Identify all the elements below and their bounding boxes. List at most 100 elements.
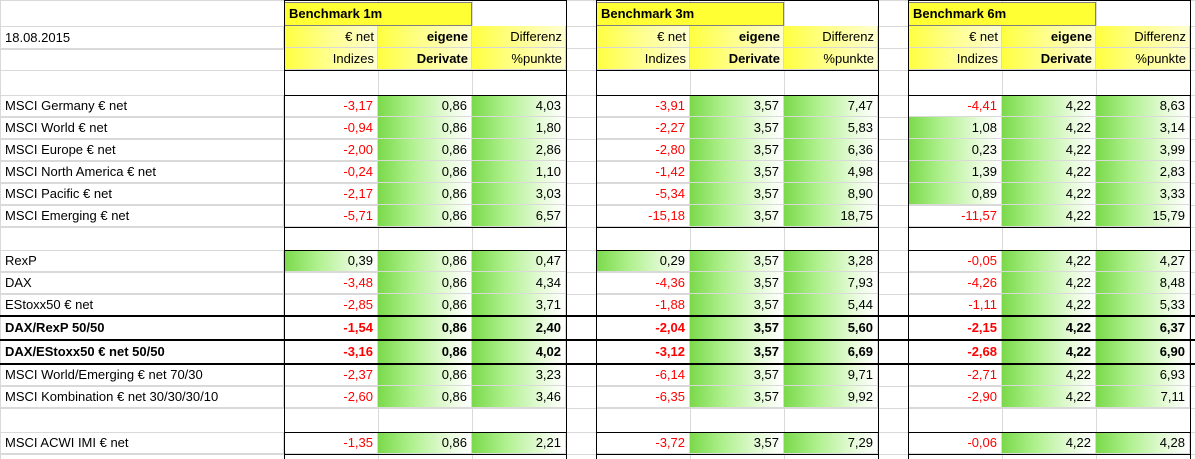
net-index-value[interactable]: -3,72 [596,432,690,454]
derivate-value[interactable]: 4,22 [1002,340,1096,364]
derivate-value[interactable]: 0,86 [378,205,472,227]
row-label[interactable]: EStoxx50 € net [0,294,284,316]
benchmark-header-2[interactable]: Benchmark 3m [596,2,784,26]
difference-value[interactable]: 4,02 [472,340,566,364]
derivate-value[interactable]: 4,22 [1002,294,1096,316]
derivate-value[interactable]: 3,57 [690,161,784,183]
derivate-value[interactable]: 0,86 [378,161,472,183]
derivate-value[interactable]: 0,86 [378,272,472,294]
difference-value[interactable]: 1,10 [472,161,566,183]
difference-value[interactable]: 7,29 [784,432,878,454]
net-header-line1-2[interactable]: € net [596,26,690,48]
net-index-value[interactable]: -0,24 [284,161,378,183]
derivate-value[interactable]: 4,22 [1002,432,1096,454]
difference-value[interactable]: 3,28 [784,250,878,272]
difference-value[interactable]: 9,71 [784,364,878,386]
net-index-value[interactable]: -0,05 [908,250,1002,272]
derivate-value[interactable]: 0,86 [378,117,472,139]
derivate-value[interactable]: 0,86 [378,139,472,161]
difference-value[interactable]: 2,21 [472,432,566,454]
row-label[interactable]: RexP [0,250,284,272]
net-index-value[interactable]: 1,39 [908,161,1002,183]
difference-value[interactable]: 9,92 [784,386,878,408]
difference-value[interactable]: 6,69 [784,340,878,364]
difference-value[interactable]: 6,37 [1096,316,1190,340]
difference-value[interactable]: 8,63 [1096,95,1190,117]
row-label[interactable]: MSCI Pacific € net [0,183,284,205]
diff-header-line2-3[interactable]: %punkte [1096,48,1190,70]
derivate-value[interactable]: 4,22 [1002,183,1096,205]
row-label[interactable]: MSCI ACWI IMI € net [0,432,284,454]
row-label[interactable]: MSCI World € net [0,117,284,139]
row-label[interactable]: MSCI Emerging € net [0,205,284,227]
net-index-value[interactable]: -1,54 [284,316,378,340]
derivate-value[interactable]: 3,57 [690,250,784,272]
derivate-value[interactable]: 4,22 [1002,95,1096,117]
benchmark-header-1[interactable]: Benchmark 1m [284,2,472,26]
net-index-value[interactable]: 0,39 [284,250,378,272]
net-index-value[interactable]: -2,80 [596,139,690,161]
net-index-value[interactable]: -2,68 [908,340,1002,364]
row-label[interactable]: MSCI Germany € net [0,95,284,117]
net-header-line2-1[interactable]: Indizes [284,48,378,70]
difference-value[interactable]: 8,48 [1096,272,1190,294]
difference-value[interactable]: 2,83 [1096,161,1190,183]
difference-value[interactable]: 3,99 [1096,139,1190,161]
derivate-header-line2-1[interactable]: Derivate [378,48,472,70]
difference-value[interactable]: 3,23 [472,364,566,386]
derivate-value[interactable]: 4,22 [1002,205,1096,227]
difference-value[interactable]: 5,60 [784,316,878,340]
net-header-line1-1[interactable]: € net [284,26,378,48]
difference-value[interactable]: 3,46 [472,386,566,408]
derivate-value[interactable]: 3,57 [690,139,784,161]
difference-value[interactable]: 4,28 [1096,432,1190,454]
derivate-header-line1-1[interactable]: eigene [378,26,472,48]
net-index-value[interactable]: -1,11 [908,294,1002,316]
net-index-value[interactable]: 0,29 [596,250,690,272]
difference-value[interactable]: 2,40 [472,316,566,340]
net-index-value[interactable]: -4,36 [596,272,690,294]
derivate-value[interactable]: 3,57 [690,95,784,117]
derivate-value[interactable]: 4,22 [1002,250,1096,272]
diff-header-line1-2[interactable]: Differenz [784,26,878,48]
derivate-value[interactable]: 4,22 [1002,272,1096,294]
derivate-header-line1-2[interactable]: eigene [690,26,784,48]
derivate-header-line1-3[interactable]: eigene [1002,26,1096,48]
net-index-value[interactable]: -2,90 [908,386,1002,408]
difference-value[interactable]: 18,75 [784,205,878,227]
difference-value[interactable]: 3,71 [472,294,566,316]
row-label[interactable]: MSCI North America € net [0,161,284,183]
derivate-value[interactable]: 0,86 [378,250,472,272]
net-header-line2-3[interactable]: Indizes [908,48,1002,70]
derivate-value[interactable]: 4,22 [1002,386,1096,408]
net-index-value[interactable]: -2,37 [284,364,378,386]
difference-value[interactable]: 6,90 [1096,340,1190,364]
difference-value[interactable]: 5,44 [784,294,878,316]
derivate-value[interactable]: 4,22 [1002,117,1096,139]
difference-value[interactable]: 4,03 [472,95,566,117]
difference-value[interactable]: 0,47 [472,250,566,272]
row-label[interactable]: MSCI World/Emerging € net 70/30 [0,364,284,386]
derivate-value[interactable]: 0,86 [378,364,472,386]
derivate-value[interactable]: 3,57 [690,294,784,316]
net-index-value[interactable]: -1,42 [596,161,690,183]
derivate-value[interactable]: 3,57 [690,117,784,139]
net-index-value[interactable]: -11,57 [908,205,1002,227]
net-index-value[interactable]: -6,14 [596,364,690,386]
row-label[interactable]: MSCI Europe € net [0,139,284,161]
net-index-value[interactable]: -6,35 [596,386,690,408]
difference-value[interactable]: 15,79 [1096,205,1190,227]
net-index-value[interactable]: -5,71 [284,205,378,227]
net-index-value[interactable]: -3,12 [596,340,690,364]
net-header-line2-2[interactable]: Indizes [596,48,690,70]
derivate-value[interactable]: 3,57 [690,205,784,227]
difference-value[interactable]: 6,93 [1096,364,1190,386]
net-index-value[interactable]: -3,17 [284,95,378,117]
row-label[interactable]: DAX/RexP 50/50 [0,316,284,340]
derivate-header-line2-2[interactable]: Derivate [690,48,784,70]
net-index-value[interactable]: -3,48 [284,272,378,294]
derivate-value[interactable]: 3,57 [690,183,784,205]
derivate-value[interactable]: 0,86 [378,294,472,316]
derivate-value[interactable]: 4,22 [1002,364,1096,386]
net-index-value[interactable]: -2,17 [284,183,378,205]
